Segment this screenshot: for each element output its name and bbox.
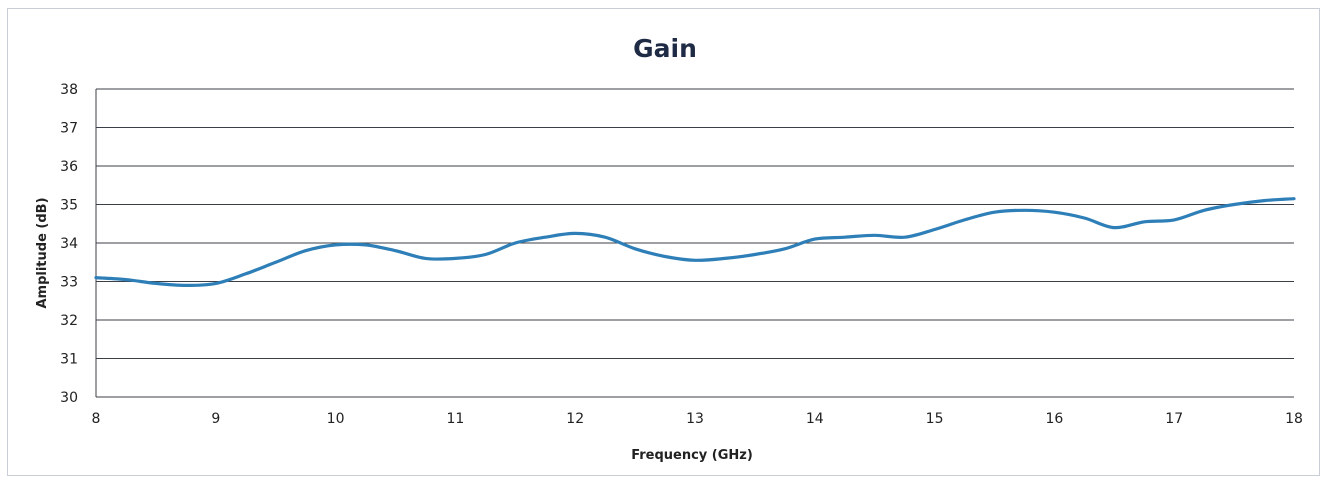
chart-title: Gain bbox=[633, 34, 697, 63]
x-tick-label: 17 bbox=[1165, 411, 1183, 427]
y-tick-label: 33 bbox=[60, 275, 78, 291]
y-tick-label: 36 bbox=[60, 159, 78, 175]
x-tick-label: 9 bbox=[211, 411, 220, 427]
x-tick-label: 12 bbox=[566, 411, 584, 427]
y-tick-label: 31 bbox=[60, 352, 78, 368]
y-tick-label: 38 bbox=[60, 82, 78, 98]
y-tick-label: 30 bbox=[60, 390, 78, 406]
x-tick-label: 14 bbox=[806, 411, 824, 427]
x-tick-label: 11 bbox=[446, 411, 464, 427]
y-axis-label: Amplitude (dB) bbox=[35, 197, 50, 308]
gain-chart: Gain 30 31 32 33 34 35 36 37 38 8 9 10 11 12 13 14 15 16… bbox=[35, 34, 1303, 463]
x-tick-label: 13 bbox=[686, 411, 704, 427]
y-tick-label: 35 bbox=[60, 198, 78, 214]
x-tick-label: 18 bbox=[1285, 411, 1303, 427]
y-tick-label: 37 bbox=[60, 121, 78, 137]
x-axis-label: Frequency (GHz) bbox=[631, 448, 753, 463]
x-tick-label: 8 bbox=[92, 411, 101, 427]
x-tick-label: 16 bbox=[1045, 411, 1063, 427]
chart-frame: Gain 30 31 32 33 34 35 36 37 38 8 9 10 11 12 13 14 15 16… bbox=[7, 8, 1320, 476]
x-tick-label: 15 bbox=[926, 411, 944, 427]
x-tick-label: 10 bbox=[327, 411, 345, 427]
gain-series-line bbox=[94, 197, 1296, 287]
y-tick-label: 32 bbox=[60, 313, 78, 329]
y-tick-label: 34 bbox=[60, 236, 78, 252]
